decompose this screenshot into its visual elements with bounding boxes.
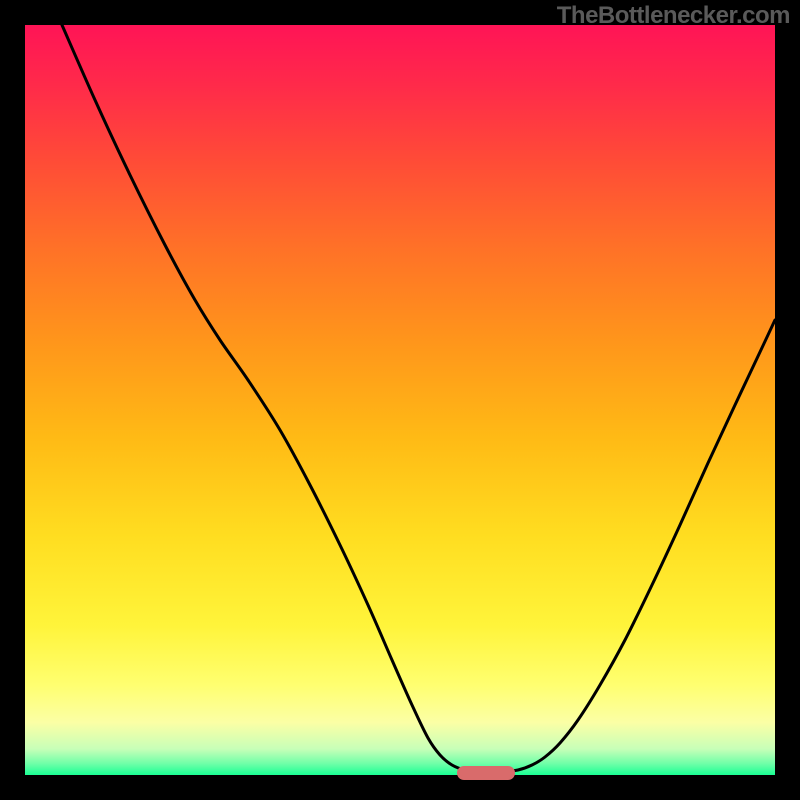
- chart-svg: [0, 0, 800, 800]
- bottleneck-chart: TheBottlenecker.com: [0, 0, 800, 800]
- plot-background: [25, 25, 775, 775]
- optimal-marker: [457, 766, 515, 780]
- watermark-text: TheBottlenecker.com: [557, 2, 790, 30]
